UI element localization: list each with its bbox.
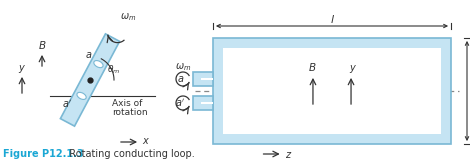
Text: $x$: $x$: [142, 136, 150, 146]
Text: $y$: $y$: [18, 63, 26, 75]
Text: $\omega_m$: $\omega_m$: [119, 12, 136, 23]
Text: $y$: $y$: [349, 63, 357, 75]
Text: Axis of: Axis of: [112, 99, 142, 108]
Polygon shape: [213, 38, 451, 144]
Polygon shape: [193, 72, 213, 86]
Text: Figure P12.1.3: Figure P12.1.3: [3, 149, 84, 159]
Text: $\theta_m$: $\theta_m$: [107, 63, 120, 75]
Text: $a'$: $a'$: [62, 98, 72, 110]
Text: $\omega_m$: $\omega_m$: [175, 61, 191, 73]
Text: $a'$: $a'$: [175, 97, 185, 109]
Text: $l$: $l$: [330, 13, 335, 25]
Polygon shape: [61, 34, 119, 126]
Polygon shape: [193, 96, 213, 110]
Text: $B$: $B$: [38, 39, 47, 51]
Polygon shape: [201, 102, 213, 104]
Text: $a$: $a$: [177, 74, 184, 84]
Text: $a$: $a$: [85, 50, 92, 60]
Text: rotation: rotation: [112, 108, 148, 117]
Polygon shape: [201, 78, 213, 80]
Text: $B$: $B$: [308, 61, 316, 73]
Text: Rotating conducting loop.: Rotating conducting loop.: [63, 149, 195, 159]
Polygon shape: [223, 48, 441, 134]
Ellipse shape: [94, 61, 103, 68]
Ellipse shape: [77, 92, 86, 99]
Text: $z$: $z$: [285, 150, 292, 160]
